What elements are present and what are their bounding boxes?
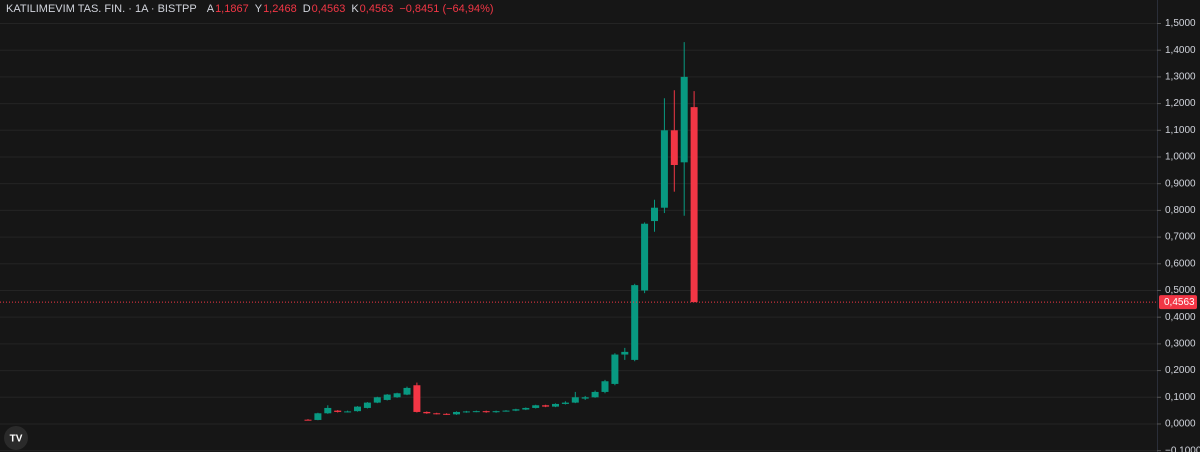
candle-body [383, 394, 391, 400]
last-price-label: 0,4563 [1164, 297, 1195, 308]
candle-body [363, 402, 371, 408]
y-tick-label: 1,3000 [1165, 72, 1196, 83]
candle-body [462, 411, 470, 413]
candle-body [482, 411, 490, 413]
candle-body [670, 130, 678, 165]
y-tick-label: 0,0000 [1165, 419, 1196, 430]
symbol-title: KATILIMEVIM TAS. FIN. · 1A · BISTPP [6, 3, 197, 15]
candle-body [601, 381, 609, 392]
ohlc-key: K [351, 3, 359, 15]
candle-body [492, 411, 500, 413]
candle-body [344, 411, 352, 413]
candle-body [453, 411, 460, 415]
candle-body [591, 391, 599, 398]
candle-body [641, 223, 649, 291]
candle-body [354, 406, 361, 412]
y-tick-label: 0,2000 [1165, 365, 1196, 376]
candle-body [621, 351, 629, 355]
y-tick-label: 0,6000 [1165, 258, 1196, 269]
y-tick-label: 0,9000 [1165, 178, 1196, 189]
candle-body [611, 354, 619, 384]
candle-body [512, 409, 520, 411]
ohlc-key: Y [255, 3, 263, 15]
candle-body [373, 397, 381, 403]
ohlc-key: D [303, 3, 311, 15]
candle-body [324, 407, 332, 414]
candle-body [472, 411, 480, 413]
candle-body [403, 387, 411, 395]
candle-body [393, 393, 401, 398]
y-tick-label: −0,1000 [1165, 445, 1200, 452]
candle-body [561, 402, 569, 404]
ohlc-value: 0,4563 [312, 3, 346, 15]
ohlc-value: 1,1867 [215, 3, 249, 15]
candle-body [502, 410, 510, 412]
y-tick-label: 0,7000 [1165, 232, 1196, 243]
y-tick-label: 0,4000 [1165, 312, 1196, 323]
logo: TV [4, 426, 28, 450]
candle-body [314, 413, 322, 420]
candle-body [334, 410, 342, 412]
y-tick-label: 1,5000 [1165, 18, 1196, 29]
candle-body [651, 207, 658, 222]
y-tick-label: 0,5000 [1165, 285, 1196, 296]
candle-body [532, 405, 540, 408]
y-tick-label: 1,4000 [1165, 45, 1196, 56]
y-tick-label: 1,0000 [1165, 152, 1196, 163]
ohlc-value: 0,4563 [360, 3, 394, 15]
candle-body [433, 413, 441, 415]
change-value: −0,8451 (−64,94%) [399, 3, 493, 15]
grid [0, 22, 1157, 452]
y-tick-label: 1,1000 [1165, 125, 1196, 136]
candle-body [304, 419, 312, 421]
candle-body [413, 385, 421, 412]
candle-body [542, 405, 550, 407]
y-tick-label: 0,8000 [1165, 205, 1196, 216]
candle-body [552, 403, 559, 407]
ohlc-key: A [207, 3, 215, 15]
candle-body [680, 76, 688, 163]
candle-body [581, 397, 589, 399]
candle-body [443, 413, 451, 415]
candle-body [631, 285, 639, 360]
header: KATILIMEVIM TAS. FIN. · 1A · BISTPP A 1,1… [6, 3, 494, 15]
last-price-box [1159, 295, 1197, 310]
ohlc-value: 1,2468 [263, 3, 297, 15]
y-tick-label: 0,3000 [1165, 339, 1196, 350]
y-tick-label: 1,2000 [1165, 98, 1196, 109]
svg-text:TV: TV [10, 434, 23, 445]
y-tick-label: 0,1000 [1165, 392, 1196, 403]
price-axis: −0,1000 0,0000 0,1000 0,2000 0,3000 0,4000 0,5… [1157, 18, 1200, 452]
candle-body [423, 411, 431, 414]
candle-body [522, 407, 530, 410]
candle-body [690, 107, 698, 303]
candles [0, 42, 1157, 421]
candle-body [571, 397, 579, 403]
candle-body [660, 130, 668, 208]
